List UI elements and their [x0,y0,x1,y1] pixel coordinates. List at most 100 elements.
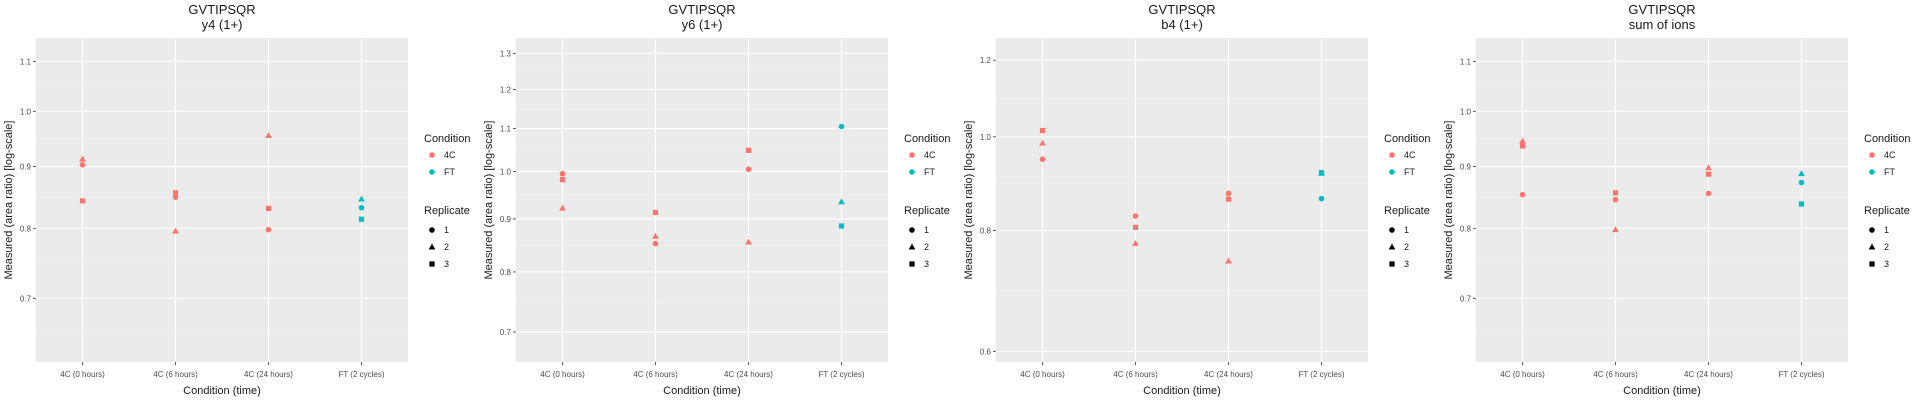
data-point [1519,137,1526,144]
legend-label-replicate: 1 [1884,225,1889,235]
data-point [1132,239,1139,246]
legend-key-condition [1389,152,1395,158]
x-axis-title: Condition (time) [1623,385,1701,397]
legend-key-replicate [1389,261,1395,267]
x-tick-label: FT (2 cycles) [338,370,384,379]
x-tick-label: 4C (0 hours) [1020,370,1065,379]
legend-title-condition: Condition [1384,133,1430,145]
data-point [745,166,752,173]
chart-title: GVTIPSQR [1148,2,1215,17]
legend-label-replicate: 1 [924,225,929,235]
data-point [1039,127,1046,134]
x-tick-label: 4C (24 hours) [1204,370,1253,379]
y-tick-label: 0.8 [500,268,512,277]
legend-label-replicate: 2 [1404,242,1409,252]
chart-title: GVTIPSQR [668,2,735,17]
x-axis-title: Condition (time) [1143,385,1221,397]
data-point [559,177,566,183]
y-tick-label: 0.8 [20,224,32,233]
chart-title: GVTIPSQR [188,2,255,17]
y-tick-label: 0.7 [500,328,512,337]
data-point [1798,179,1805,186]
legend-label-condition: 4C [1884,150,1896,160]
data-point [1132,224,1139,230]
data-point [172,227,179,234]
chart-title: GVTIPSQR [1628,2,1695,17]
legend-label-replicate: 1 [1404,225,1409,235]
x-tick-label: 4C (24 hours) [1684,370,1733,379]
data-point [1705,171,1712,177]
x-tick-label: 4C (24 hours) [244,370,293,379]
legend-label-condition: FT [1884,167,1895,177]
y-tick-label: 0.8 [1460,224,1472,233]
data-point [1612,190,1619,196]
legend-title-condition: Condition [424,133,470,145]
data-point [1612,226,1619,233]
x-tick-label: 4C (6 hours) [633,370,678,379]
x-tick-label: 4C (0 hours) [60,370,105,379]
y-tick-label: 1.2 [980,56,992,65]
y-axis-title: Measured (area ratio) [log-scale] [963,121,975,280]
y-tick-label: 1.2 [500,85,512,94]
legend-key-condition [429,152,435,158]
legend-label-replicate: 2 [444,242,449,252]
x-tick-label: 4C (6 hours) [153,370,198,379]
legend-key-replicate [1869,227,1875,233]
y-tick-label: 1.1 [500,125,512,134]
y-axis-title: Measured (area ratio) [log-scale] [3,121,15,280]
data-point [1039,139,1046,146]
y-tick-label: 0.8 [980,227,992,236]
chart-subtitle: b4 (1+) [1161,17,1203,32]
legend-label-replicate: 3 [1404,259,1409,269]
chart-subtitle: sum of ions [1629,17,1696,32]
y-tick-label: 1.1 [1460,57,1472,66]
y-tick-label: 1.1 [20,57,32,66]
y-tick-label: 1.0 [1460,107,1472,116]
x-tick-label: FT (2 cycles) [818,370,864,379]
data-point [1705,190,1712,197]
data-point [559,204,566,211]
legend-label-replicate: 3 [444,259,449,269]
legend-key-condition [429,169,435,175]
legend-title-replicate: Replicate [1384,205,1430,217]
data-point [265,226,272,233]
data-point [265,205,272,211]
plot-panel [516,38,888,362]
x-tick-label: FT (2 cycles) [1778,370,1824,379]
legend-title-condition: Condition [1864,133,1910,145]
x-tick-label: FT (2 cycles) [1298,370,1344,379]
chart-subtitle: y6 (1+) [682,17,723,32]
data-point [358,204,365,211]
x-tick-label: 4C (0 hours) [540,370,585,379]
x-tick-label: 4C (0 hours) [1500,370,1545,379]
legend-key-condition [909,152,915,158]
data-point [838,123,845,130]
x-axis-title: Condition (time) [183,385,261,397]
x-tick-label: 4C (24 hours) [724,370,773,379]
y-axis-title: Measured (area ratio) [log-scale] [483,121,495,280]
legend-key-replicate [908,243,916,250]
legend-label-condition: FT [1404,167,1415,177]
data-point [79,162,86,168]
data-point [652,209,659,216]
data-point [1039,156,1046,162]
data-point [79,198,86,204]
legend-label-replicate: 3 [924,259,929,269]
chart-subtitle: y4 (1+) [202,17,243,32]
legend-key-replicate [1389,227,1395,233]
plot-panel [996,38,1368,362]
y-tick-label: 1.0 [500,167,512,176]
data-point [1798,201,1805,207]
data-point [1225,257,1232,264]
legend-title-replicate: Replicate [1864,205,1910,217]
data-point [1612,196,1619,203]
y-axis-title: Measured (area ratio) [log-scale] [1443,121,1455,280]
y-tick-label: 0.6 [980,347,992,356]
legend-title-replicate: Replicate [424,205,470,217]
data-point [838,223,845,229]
legend-key-condition [909,169,915,175]
